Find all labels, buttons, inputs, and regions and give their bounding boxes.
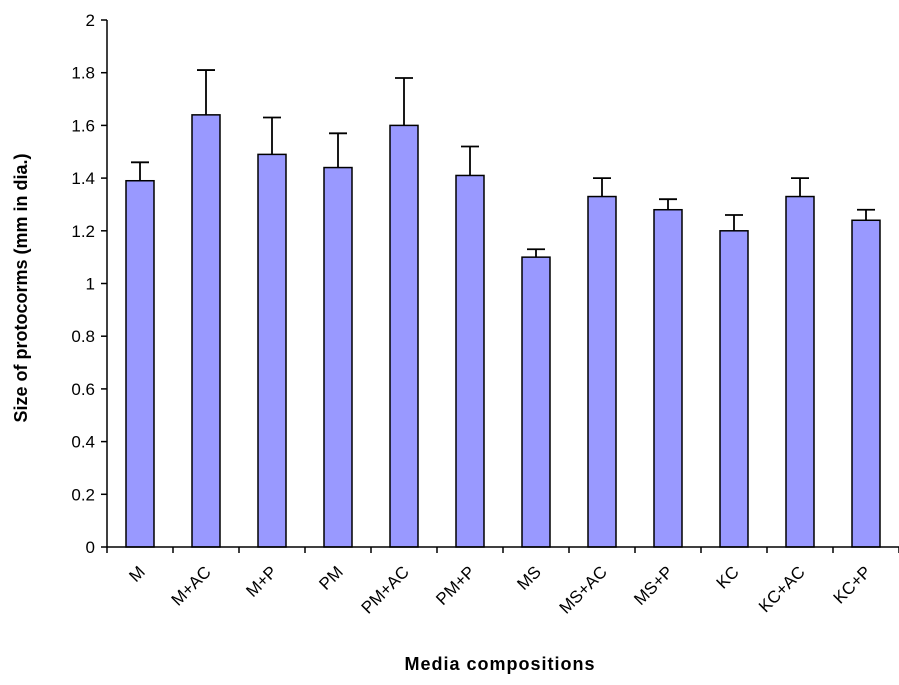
bars — [125, 114, 881, 548]
bar-ms-plus-ac — [587, 195, 617, 548]
x-tick-label: PM+P — [432, 562, 479, 609]
y-axis-title: Size of protocorms (mm in dia.) — [11, 153, 31, 422]
bar-pm — [323, 166, 353, 548]
y-tick-label: 0.6 — [71, 380, 95, 399]
y-tick-label: 1 — [86, 275, 95, 294]
x-tick-label: KC — [713, 562, 743, 592]
x-axis-ticks — [106, 547, 899, 553]
x-tick-label: M+P — [242, 562, 280, 600]
bar-ms — [521, 256, 551, 548]
y-tick-label: 0.4 — [71, 433, 95, 452]
y-tick-label: 1.2 — [71, 222, 95, 241]
x-axis-tick-labels: M M+AC M+P PM PM+AC PM+P MS MS+AC MS+P KC KC+AC KC+… — [125, 562, 874, 617]
x-tick-label: MS+P — [630, 562, 677, 609]
bar-pm-plus-ac — [389, 124, 419, 548]
bar-m — [125, 179, 155, 548]
bar-pm-plus-p — [455, 174, 485, 548]
y-axis-tick-labels: 0 0.2 0.4 0.6 0.8 1 1.2 1.4 1.6 1.8 2 — [71, 11, 95, 557]
y-tick-label: 0.8 — [71, 327, 95, 346]
x-axis-title: Media compositions — [404, 654, 595, 674]
bar-m-plus-ac — [191, 114, 221, 548]
x-tick-label: PM+AC — [358, 562, 413, 617]
x-tick-label: MS+AC — [556, 562, 611, 617]
bar-kc — [719, 230, 749, 548]
bar-m-plus-p — [257, 153, 287, 548]
y-tick-label: 1.4 — [71, 169, 95, 188]
bar-kc-plus-ac — [785, 195, 815, 548]
y-tick-label: 2 — [86, 11, 95, 30]
bar-kc-plus-p — [851, 219, 881, 548]
bar-ms-plus-p — [653, 208, 683, 548]
y-axis-ticks — [101, 19, 107, 548]
y-tick-label: 0.2 — [71, 485, 95, 504]
x-tick-label: PM — [315, 562, 346, 593]
x-tick-label: KC+P — [830, 562, 875, 607]
y-tick-label: 0 — [86, 538, 95, 557]
x-tick-label: KC+AC — [755, 562, 809, 616]
y-tick-label: 1.8 — [71, 64, 95, 83]
x-tick-label: M+AC — [168, 562, 215, 609]
x-tick-label: M — [125, 562, 148, 585]
error-bars — [131, 69, 875, 258]
x-tick-label: MS — [513, 562, 544, 593]
y-tick-label: 1.6 — [71, 116, 95, 135]
